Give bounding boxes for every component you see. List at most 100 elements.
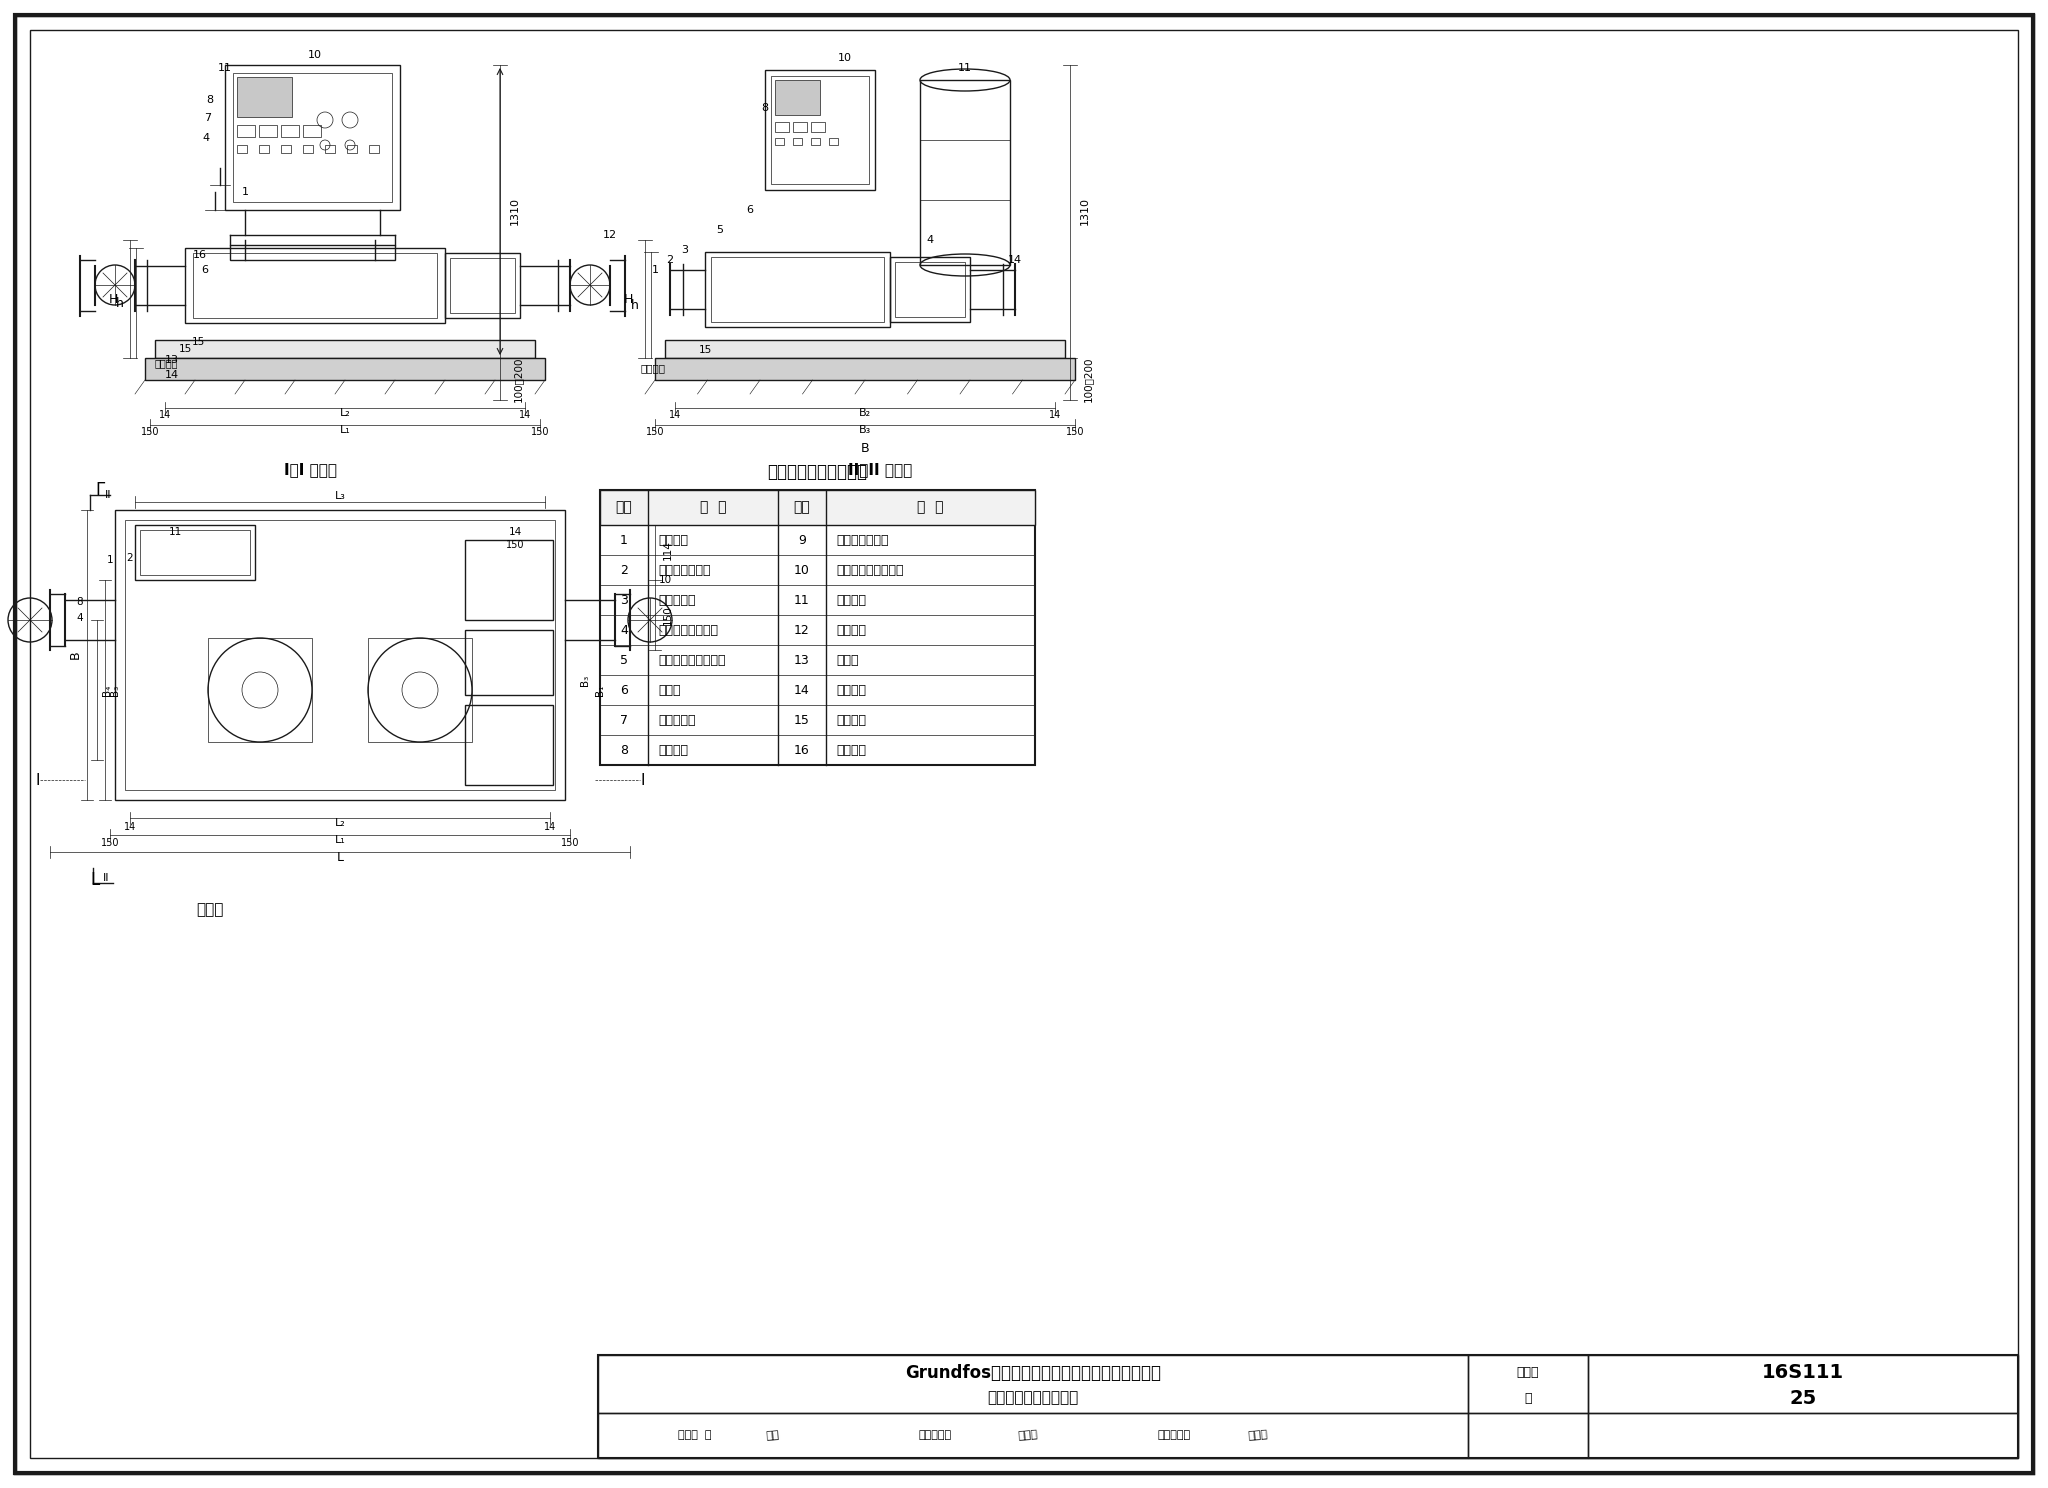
Text: 设备部件及安装名称表: 设备部件及安装名称表 (768, 463, 868, 481)
Text: h: h (117, 296, 125, 310)
Text: 14: 14 (160, 411, 172, 420)
Text: 设计吴海林: 设计吴海林 (1157, 1430, 1192, 1440)
Text: 10: 10 (307, 51, 322, 60)
Text: 100～200: 100～200 (512, 356, 522, 402)
Bar (793, 138, 803, 144)
Text: L: L (90, 870, 98, 888)
Bar (258, 144, 268, 153)
Bar (135, 525, 256, 580)
Text: 智能水泵专用控制柜: 智能水泵专用控制柜 (836, 564, 903, 576)
Bar (598, 1356, 1468, 1414)
Text: 10: 10 (795, 564, 809, 576)
Text: 5: 5 (717, 225, 723, 235)
Bar (770, 76, 868, 185)
Text: 150: 150 (664, 606, 674, 625)
Bar (193, 253, 436, 318)
Text: B: B (68, 650, 82, 659)
Text: 校对刘旭军: 校对刘旭军 (918, 1430, 950, 1440)
Text: 5: 5 (621, 653, 629, 667)
Text: II－II 剖视图: II－II 剖视图 (848, 463, 911, 478)
Bar (184, 248, 444, 323)
Text: 15: 15 (698, 345, 711, 356)
Text: 11: 11 (217, 62, 231, 73)
Text: B₂: B₂ (858, 408, 870, 418)
Text: 9: 9 (799, 534, 807, 546)
Text: 10: 10 (838, 54, 852, 62)
Text: B₁: B₁ (596, 684, 604, 696)
Text: 吸水总管: 吸水总管 (657, 534, 688, 546)
Text: 图集号: 图集号 (1518, 1366, 1540, 1379)
Text: 1: 1 (621, 534, 629, 546)
Text: 卧式不锈钢多级水泵: 卧式不锈钢多级水泵 (657, 653, 725, 667)
Text: 12: 12 (602, 231, 616, 240)
Bar (666, 339, 1065, 359)
Bar (1587, 1414, 2017, 1458)
Bar (600, 490, 1034, 525)
Text: 1310: 1310 (1079, 196, 1090, 225)
Text: 11: 11 (795, 594, 809, 607)
Bar (233, 73, 391, 202)
Text: 1: 1 (106, 555, 113, 565)
Text: 114: 114 (664, 540, 674, 559)
Text: 出水压力传感器: 出水压力传感器 (836, 534, 889, 546)
Text: 8: 8 (762, 103, 768, 113)
Text: L₁: L₁ (340, 426, 350, 434)
Bar (895, 262, 965, 317)
Text: 名  称: 名 称 (918, 500, 944, 515)
Text: L₂: L₂ (340, 408, 350, 418)
Text: 膨胀螺栓: 膨胀螺栓 (836, 714, 866, 726)
Text: 吸水管阀门: 吸水管阀门 (657, 594, 696, 607)
Bar (451, 257, 514, 312)
Text: I－I 剖视图: I－I 剖视图 (283, 463, 336, 478)
Text: 3: 3 (621, 594, 629, 607)
Text: 编号: 编号 (616, 500, 633, 515)
Text: 100～200: 100～200 (1083, 356, 1094, 402)
Text: 11: 11 (168, 527, 182, 537)
Bar (229, 246, 395, 260)
Text: B₃: B₃ (111, 684, 121, 695)
Text: 14: 14 (518, 411, 530, 420)
Bar (600, 490, 1034, 765)
Bar (774, 80, 819, 115)
Text: 150: 150 (506, 540, 524, 551)
Bar (303, 125, 322, 137)
Bar (238, 144, 248, 153)
Text: L₃: L₃ (334, 491, 346, 501)
Text: 设备底座: 设备底座 (836, 623, 866, 637)
Bar (346, 144, 356, 153)
Text: 14: 14 (1008, 254, 1022, 265)
Text: 4: 4 (926, 235, 934, 246)
Text: 设备基础: 设备基础 (836, 683, 866, 696)
Text: 8: 8 (207, 95, 213, 106)
Bar (705, 251, 891, 327)
Bar (465, 540, 553, 620)
Text: 平面图: 平面图 (197, 903, 223, 918)
Text: 14: 14 (166, 371, 178, 379)
Text: B₃: B₃ (858, 426, 870, 434)
Bar (793, 122, 807, 132)
Text: 8: 8 (76, 597, 84, 607)
Bar (711, 257, 885, 321)
Text: 6: 6 (748, 205, 754, 214)
Text: L₂: L₂ (334, 818, 346, 827)
Text: 出水管阀门: 出水管阀门 (657, 714, 696, 726)
Text: 止回阀: 止回阀 (657, 683, 680, 696)
Bar (369, 638, 471, 743)
Text: 3: 3 (682, 246, 688, 254)
Text: 4: 4 (621, 623, 629, 637)
Text: 150: 150 (530, 427, 549, 437)
Text: B₄: B₄ (102, 684, 113, 696)
Text: 25: 25 (1790, 1388, 1817, 1408)
Text: 泵房地面: 泵房地面 (156, 359, 178, 368)
Text: 12: 12 (795, 623, 809, 637)
Text: I: I (641, 772, 645, 787)
Bar (891, 257, 971, 321)
Text: 14: 14 (123, 821, 135, 832)
Text: 1: 1 (651, 265, 659, 275)
Text: 15: 15 (795, 714, 809, 726)
Text: 150: 150 (561, 838, 580, 848)
Text: 出水总管: 出水总管 (657, 744, 688, 756)
Bar (369, 144, 379, 153)
Text: 11: 11 (958, 62, 973, 73)
Text: B: B (860, 442, 868, 454)
